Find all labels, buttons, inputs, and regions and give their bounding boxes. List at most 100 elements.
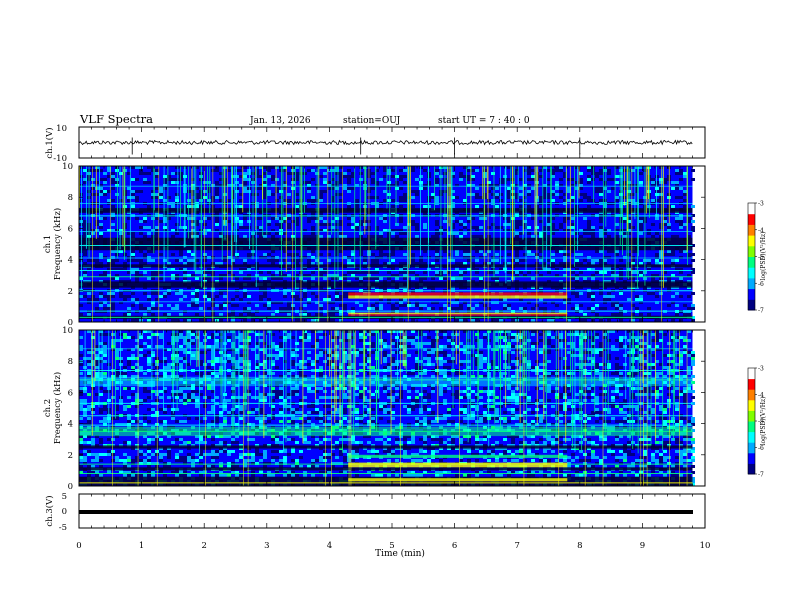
- spectrogram-cell: [459, 223, 463, 226]
- spectrogram-cell: [235, 295, 239, 298]
- spectrogram-cell: [327, 181, 331, 184]
- spectrogram-cell: [271, 363, 275, 366]
- spectrogram-cell: [83, 390, 87, 393]
- spectrogram-cell: [167, 366, 171, 369]
- spectrogram-cell: [423, 223, 427, 226]
- spectrogram-cell: [263, 166, 267, 169]
- spectrogram-cell: [683, 348, 687, 351]
- spectrogram-cell: [551, 217, 555, 220]
- spectrogram-cell: [611, 381, 615, 384]
- spectrogram-cell: [183, 339, 187, 342]
- spectrogram-cell: [659, 187, 663, 190]
- spectrogram-cell: [627, 372, 631, 375]
- spectrogram-cell: [435, 232, 439, 235]
- spectrogram-cell: [555, 181, 559, 184]
- spectrogram-cell: [391, 307, 395, 310]
- spectrogram-cell: [303, 339, 307, 342]
- spectrogram-cell: [351, 217, 355, 220]
- spectrogram-cell: [415, 342, 419, 345]
- spectrogram-cell: [611, 268, 615, 271]
- spectrogram-cell: [395, 372, 399, 375]
- spectrogram-cell: [639, 313, 643, 316]
- spectrogram-cell: [507, 271, 511, 274]
- spectrogram-cell: [515, 250, 519, 253]
- spectrogram-cell: [603, 181, 607, 184]
- spectrogram-cell: [543, 184, 547, 187]
- spectrogram-cell: [691, 271, 695, 274]
- spectrogram-cell: [507, 262, 511, 265]
- spectrogram-cell: [263, 393, 267, 396]
- spectrogram-cell: [587, 268, 591, 271]
- spectrogram-cell: [255, 387, 259, 390]
- spectrogram-cell: [399, 217, 403, 220]
- spectrogram-cell: [495, 271, 499, 274]
- spectrogram-cell: [523, 259, 527, 262]
- spectrogram-cell: [491, 223, 495, 226]
- spectrogram-cell: [391, 205, 395, 208]
- spectrogram-cell: [115, 372, 119, 375]
- spectrogram-cell: [427, 357, 431, 360]
- spectrogram-cell: [563, 390, 567, 393]
- spectrogram-cell: [123, 319, 127, 322]
- spectrogram-cell: [499, 256, 503, 259]
- spectrogram-cell: [171, 277, 175, 280]
- spectrogram-cell: [271, 390, 275, 393]
- spectrogram-cell: [567, 187, 571, 190]
- spectrogram-cell: [679, 169, 683, 172]
- spectrogram-cell: [111, 205, 115, 208]
- spectrogram-cell: [247, 393, 251, 396]
- spectrogram-cell: [99, 292, 103, 295]
- spectrogram-cell: [331, 199, 335, 202]
- spectrogram-cell: [443, 271, 447, 274]
- spectrogram-cell: [283, 360, 287, 363]
- spectrogram-cell: [655, 256, 659, 259]
- spectrogram-cell: [191, 262, 195, 265]
- spectrogram-cell: [463, 375, 467, 378]
- spectrogram-cell: [119, 363, 123, 366]
- spectrogram-cell: [491, 360, 495, 363]
- spectrogram-cell: [255, 169, 259, 172]
- spectrogram-cell: [659, 256, 663, 259]
- spectrogram-cell: [655, 232, 659, 235]
- spectrogram-cell: [207, 181, 211, 184]
- spectrogram-cell: [411, 256, 415, 259]
- spectrogram-cell: [259, 184, 263, 187]
- spectrogram-cell: [151, 381, 155, 384]
- spectrogram-cell: [155, 229, 159, 232]
- spectrogram-cell: [423, 348, 427, 351]
- spectrogram-cell: [467, 345, 471, 348]
- spectrogram-cell: [171, 178, 175, 181]
- spectrogram-cell: [675, 235, 679, 238]
- spectrogram-cell: [227, 256, 231, 259]
- spectrogram-cell: [443, 351, 447, 354]
- spectrogram-cell: [99, 360, 103, 363]
- spectrogram-cell: [571, 196, 575, 199]
- spectrogram-cell: [679, 220, 683, 223]
- spectrogram-cell: [203, 181, 207, 184]
- spectrogram-cell: [167, 262, 171, 265]
- spectrogram-cell: [431, 375, 435, 378]
- spectrogram-cell: [443, 220, 447, 223]
- spectrogram-cell: [471, 256, 475, 259]
- spectrogram-cell: [235, 256, 239, 259]
- spectrogram-cell: [303, 229, 307, 232]
- spectrogram-cell: [551, 169, 555, 172]
- spectrogram-cell: [267, 304, 271, 307]
- spectrogram-cell: [391, 184, 395, 187]
- spectrogram-cell: [435, 330, 439, 333]
- spectrogram-cell: [267, 301, 271, 304]
- spectrogram-cell: [415, 336, 419, 339]
- spectrogram-cell: [587, 226, 591, 229]
- spectrogram-cell: [351, 307, 355, 310]
- spectrogram-cell: [423, 333, 427, 336]
- spectrogram-cell: [311, 199, 315, 202]
- spectrogram-cell: [551, 193, 555, 196]
- spectrogram-cell: [659, 372, 663, 375]
- spectrogram-cell: [351, 250, 355, 253]
- spectrogram-cell: [403, 277, 407, 280]
- spectrogram-cell: [179, 348, 183, 351]
- spectrogram-cell: [475, 259, 479, 262]
- spectrogram-cell: [255, 175, 259, 178]
- spectrogram-cell: [235, 169, 239, 172]
